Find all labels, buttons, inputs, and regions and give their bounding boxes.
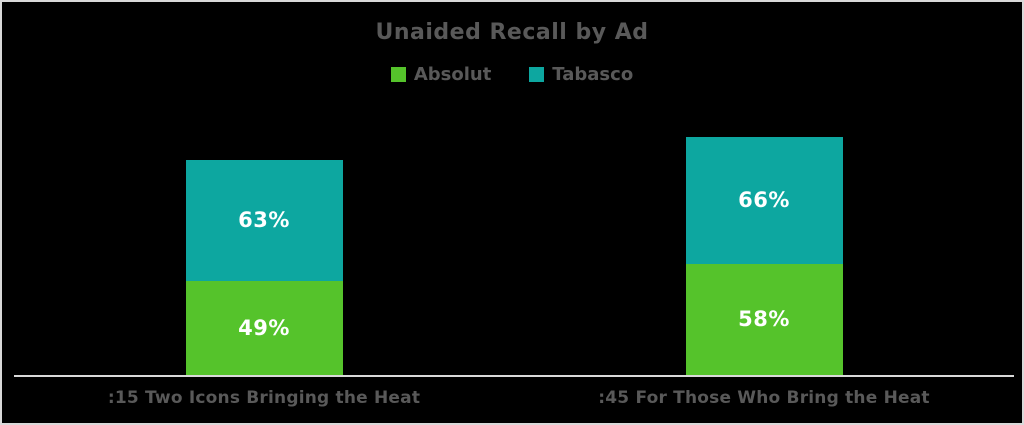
category-label: :45 For Those Who Bring the Heat bbox=[598, 388, 930, 408]
legend-label: Tabasco bbox=[552, 64, 634, 85]
segment-value-label: 49% bbox=[238, 315, 290, 340]
bar-segment-tabasco: 66% bbox=[685, 136, 843, 264]
segment-value-label: 63% bbox=[238, 208, 290, 233]
legend-swatch-tabasco bbox=[529, 67, 545, 82]
category-label: :15 Two Icons Bringing the Heat bbox=[107, 388, 421, 408]
legend: Absolut Tabasco bbox=[2, 64, 1022, 85]
bar-segment-absolut: 49% bbox=[185, 280, 343, 375]
segment-value-label: 58% bbox=[738, 307, 790, 332]
legend-label: Absolut bbox=[413, 64, 492, 85]
legend-item-absolut: Absolut bbox=[390, 64, 492, 85]
chart-title: Unaided Recall by Ad bbox=[375, 20, 649, 45]
bar-segment-tabasco: 63% bbox=[185, 159, 343, 281]
segment-value-label: 66% bbox=[738, 188, 790, 213]
legend-swatch-absolut bbox=[390, 67, 406, 82]
x-axis-line bbox=[14, 375, 1014, 377]
legend-item-tabasco: Tabasco bbox=[529, 64, 633, 85]
bar-segment-absolut: 58% bbox=[685, 263, 843, 375]
